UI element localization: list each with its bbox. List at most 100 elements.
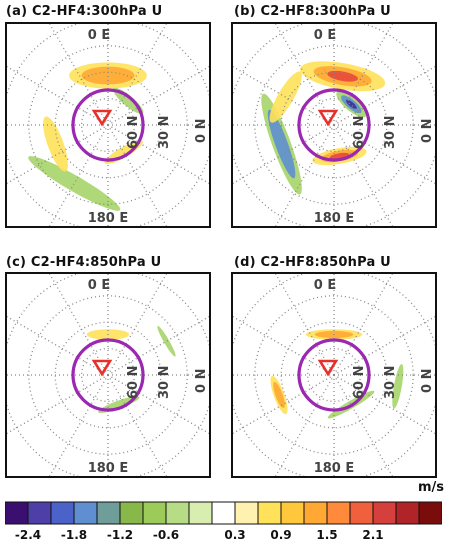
lat-label-inner: 60 N [126,116,141,150]
lat-label-edge: 0 N [420,119,435,143]
meridian-line [333,23,394,126]
colorbar-swatch [142,501,167,525]
colorbar-swatch [5,501,29,525]
meridian-line [107,23,168,126]
meridian-line [333,124,394,227]
meridian-line [6,124,109,185]
panel-frame [231,22,437,228]
region-circle [297,88,371,162]
colorbar-ticks: -2.4 -1.8 -1.2 -0.6 0.3 0.9 1.5 2.1 [0,528,459,544]
negative-anomaly [345,99,357,110]
colorbar-tick-label: 1.5 [316,528,338,542]
latitude-circle [306,97,362,153]
meridian-line [48,23,109,126]
positive-anomaly [43,116,68,172]
meridian-line [107,65,210,126]
negative-anomaly [267,109,296,179]
lat-label-edge: 0 N [420,369,435,393]
latitude-circle [306,347,362,403]
colorbar-tick-label: 2.1 [362,528,384,542]
lat-label-outer: 30 N [383,366,398,400]
meridian-line [107,273,168,376]
meridian-line [333,65,436,126]
polar-map: 0 E 180 E 60 N 30 N 0 N [5,22,211,228]
lon-label-bottom: 180 E [88,211,129,226]
negative-anomaly [113,87,144,114]
meridian-line [6,374,109,435]
latitude-circle [80,347,136,403]
latitude-circle [28,295,188,455]
meridian-line [48,273,109,376]
colorbar-tick-label: -0.6 [152,528,180,542]
meridian-line [274,374,335,477]
colorbar-swatch [418,501,442,525]
polar-map: 0 E 180 E 60 N 30 N 0 N [5,272,211,478]
polar-map: 0 E 180 E 60 N 30 N 0 N [231,272,437,478]
meridian-line [333,374,394,477]
positive-anomaly [269,71,302,123]
panel-title: (d) C2-HF8:850hPa U [234,255,391,270]
latitude-circle [254,45,414,205]
meridian-line [48,374,109,477]
colorbar-swatch [257,501,282,525]
colorbar-swatch [119,501,144,525]
meridian-line [107,374,168,477]
colorbar-swatch [27,501,52,525]
meridian-line [232,124,335,185]
colorbar-swatch [349,501,374,525]
panel-title: (b) C2-HF8:300hPa U [234,4,391,19]
lat-label-inner: 60 N [352,116,367,150]
lon-label-bottom: 180 E [314,211,355,226]
meridian-line [274,23,335,126]
meridian-line [333,374,436,435]
colorbar-tick-label: -1.2 [106,528,134,542]
negative-anomaly [392,363,404,409]
colorbar-swatch [234,501,259,525]
site-triangle [91,109,113,127]
lat-label-edge: 0 N [194,369,209,393]
meridian-line [274,124,335,227]
colorbar-swatch [395,501,420,525]
colorbar-tick-label: 0.9 [270,528,292,542]
lon-label-top: 0 E [314,28,336,43]
lat-label-outer: 30 N [157,116,172,150]
colorbar-unit: m/s [418,480,445,495]
meridian-line [333,273,394,376]
region-circle [71,88,145,162]
lon-label-top: 0 E [88,278,110,293]
colorbar-swatch [188,501,213,525]
meridian-line [333,315,436,376]
region-circle [297,338,371,412]
meridian-line [232,374,335,435]
colorbar [5,501,442,525]
meridian-line [274,273,335,376]
meridian-line [107,374,210,435]
meridian-line [107,124,168,227]
latitude-circle [254,295,414,455]
colorbar-swatch [211,501,236,525]
colorbar-swatch [96,501,121,525]
meridian-line [232,65,335,126]
meridian-line [107,124,210,185]
panel-frame [231,272,437,478]
panel-frame [5,22,211,228]
lon-label-bottom: 180 E [88,461,129,476]
meridian-line [107,315,210,376]
positive-anomaly [81,66,135,85]
panel-frame [5,272,211,478]
site-triangle [91,359,113,377]
site-triangle [317,359,339,377]
lat-label-outer: 30 N [157,366,172,400]
meridian-line [48,124,109,227]
lat-label-edge: 0 N [194,119,209,143]
lat-label-inner: 60 N [352,366,367,400]
polar-map: 0 E 180 E 60 N 30 N 0 N [231,22,437,228]
panel-title: (c) C2-HF4:850hPa U [6,255,162,270]
colorbar-swatch [303,501,328,525]
lat-label-outer: 30 N [383,116,398,150]
positive-anomaly [327,70,358,82]
panel-title: (a) C2-HF4:300hPa U [6,4,163,19]
colorbar-swatch [50,501,75,525]
meridian-line [6,315,109,376]
colorbar-swatch [372,501,397,525]
